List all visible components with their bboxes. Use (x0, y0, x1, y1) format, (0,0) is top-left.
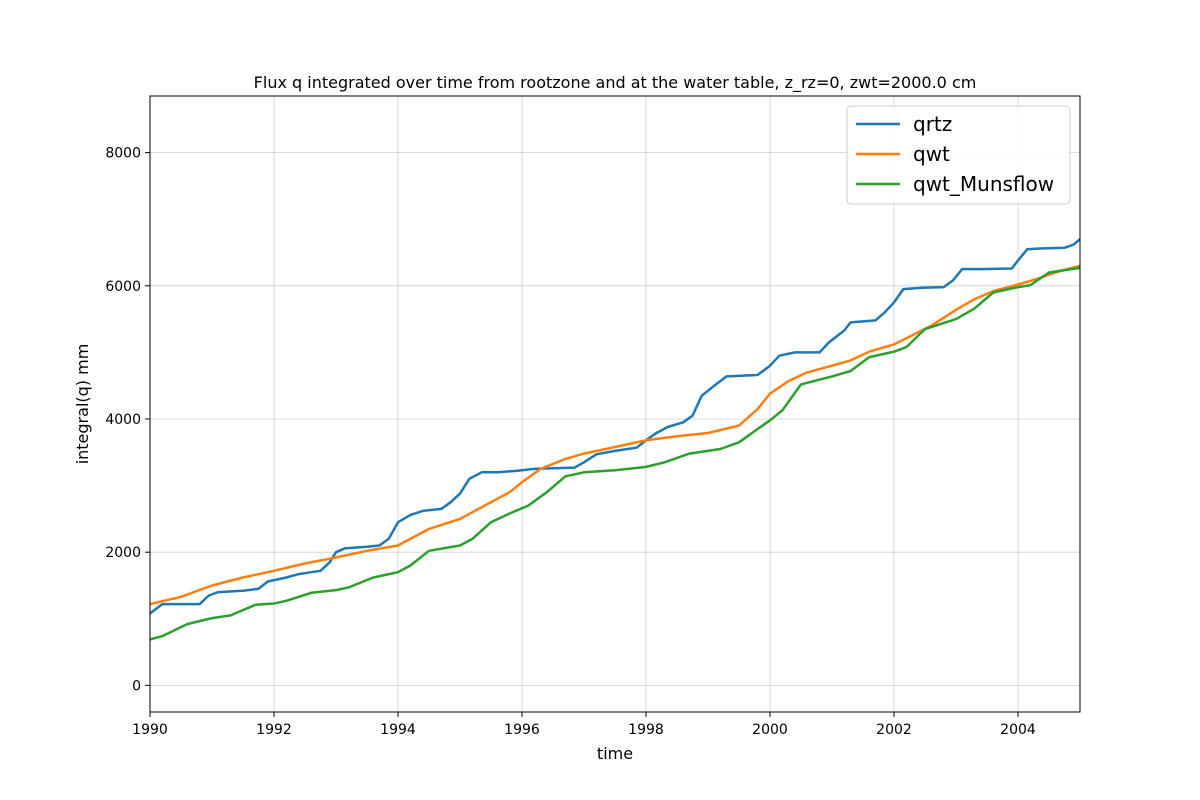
series-line-qwt-munsflow (150, 266, 1080, 641)
y-axis: 0 2000 4000 6000 8000 (105, 146, 150, 694)
x-tick-label: 2004 (1000, 722, 1036, 738)
y-tick-label: 8000 (105, 146, 141, 162)
legend-label: qwt_Munsflow (913, 172, 1054, 196)
chart-title: Flux q integrated over time from rootzon… (254, 73, 977, 93)
x-tick-label: 2000 (752, 722, 788, 738)
series-line-qwt (150, 264, 1080, 606)
x-axis-label: time (597, 744, 633, 763)
x-tick-label: 1990 (132, 722, 168, 738)
y-tick-label: 4000 (105, 412, 141, 428)
x-tick-label: 1992 (256, 722, 292, 738)
series-line-qrtz (150, 237, 1080, 615)
legend: qrtz qwt qwt_Munsflow (846, 105, 1071, 205)
x-tick-label: 2002 (876, 722, 912, 738)
y-axis-label: integral(q) mm (73, 344, 92, 465)
x-axis: 1990 1992 1994 1996 1998 2000 2002 2004 (132, 712, 1036, 738)
plot-area (150, 237, 1080, 641)
x-tick-label: 1996 (504, 722, 540, 738)
x-tick-label: 1994 (380, 722, 416, 738)
legend-label: qrtz (913, 112, 952, 136)
x-tick-label: 1998 (628, 722, 664, 738)
y-tick-label: 2000 (105, 545, 141, 561)
y-tick-label: 0 (132, 678, 141, 694)
plot-frame (149, 95, 1081, 713)
y-tick-label: 6000 (105, 279, 141, 295)
legend-box (846, 105, 1071, 205)
legend-label: qwt (913, 142, 950, 166)
